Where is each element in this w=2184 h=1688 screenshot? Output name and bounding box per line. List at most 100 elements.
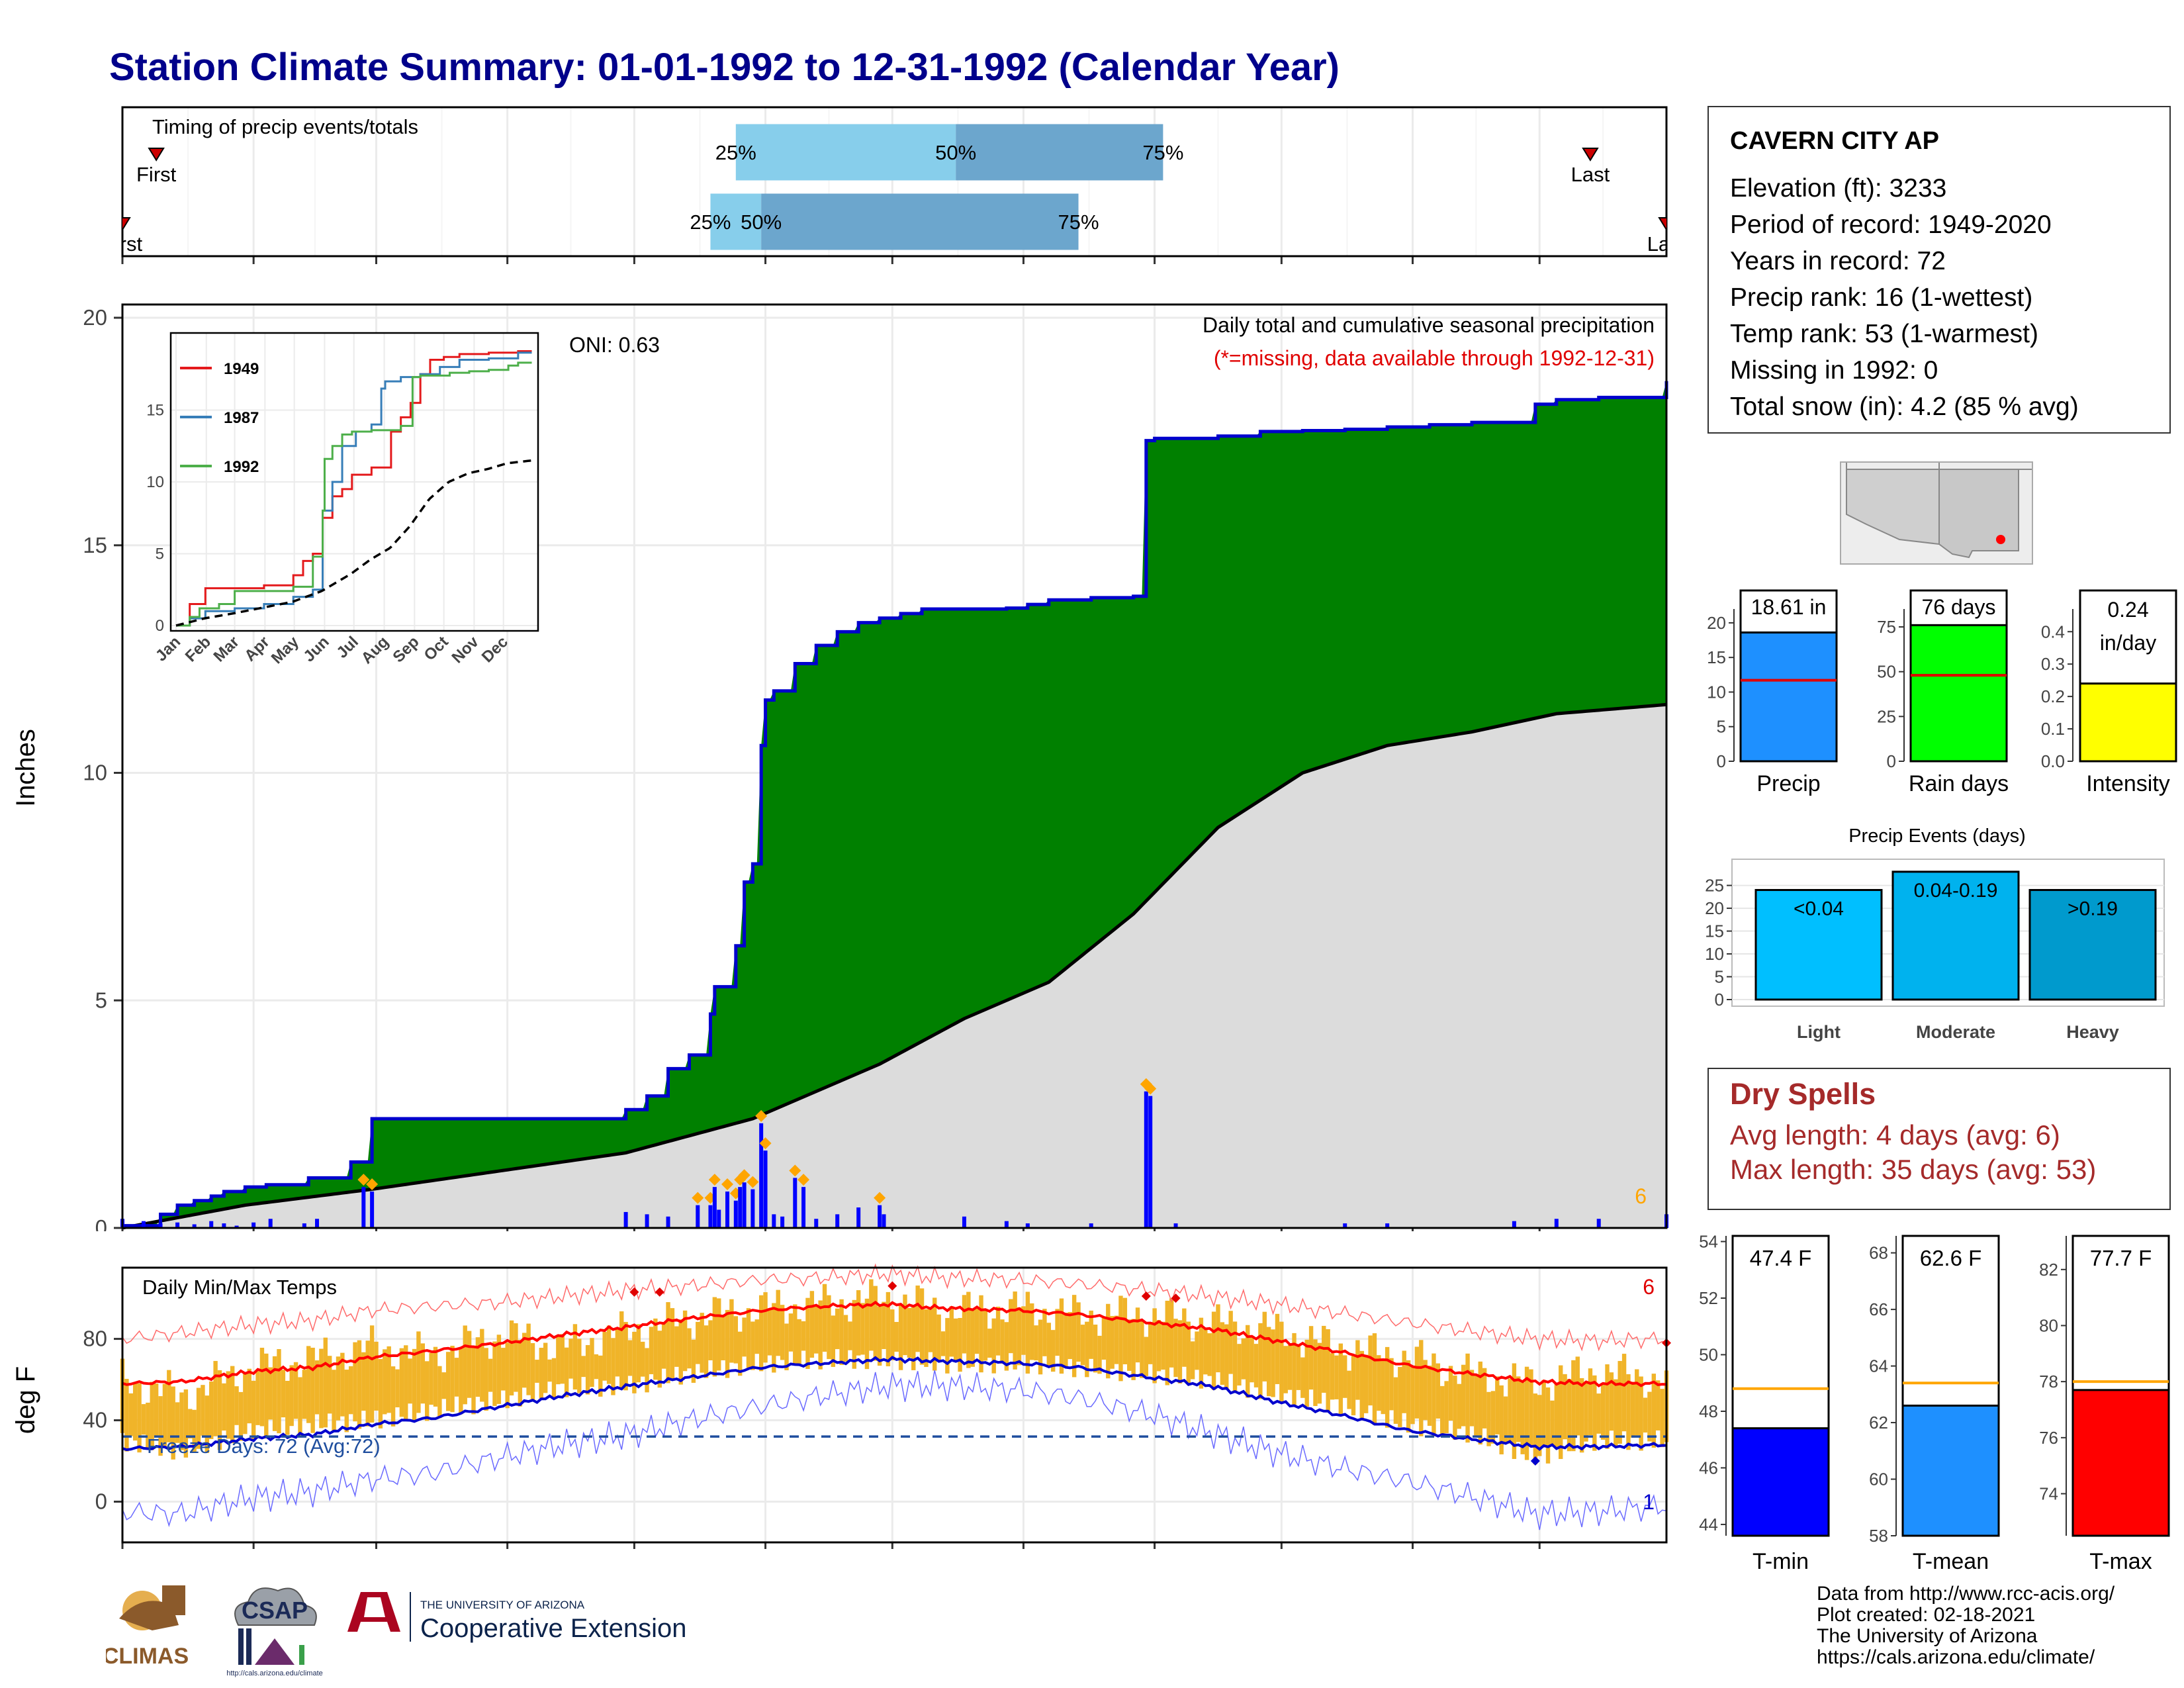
daily-temp-bar (1334, 1355, 1339, 1399)
summary-ytick-label: 20 (1707, 613, 1726, 633)
daily-temp-bar (873, 1286, 878, 1361)
daily-temp-bar (1169, 1298, 1174, 1368)
daily-precip-bar (733, 1200, 738, 1228)
daily-temp-bar (1110, 1316, 1115, 1369)
summary-value-label: 76 days (1921, 595, 1995, 619)
daily-temp-bar (945, 1318, 950, 1374)
climas-logo: CLIMAS (106, 1585, 189, 1669)
daily-temp-bar (1486, 1391, 1491, 1446)
precip-ytick-label: 15 (83, 533, 107, 557)
daily-temp-bar (1499, 1385, 1504, 1455)
tbar-ytick-label: 62 (1869, 1413, 1888, 1432)
daily-temp-bar (970, 1309, 975, 1367)
daily-temp-bar (632, 1331, 637, 1393)
daily-temp-bar (793, 1304, 797, 1366)
summary-ytick-label: 15 (1707, 647, 1726, 667)
daily-precip-bar (1554, 1219, 1559, 1228)
dry-spells-title: Dry Spells (1730, 1077, 1876, 1111)
precip-events-title: Precip Events (days) (1848, 825, 2026, 847)
daily-temp-bar (1567, 1379, 1572, 1452)
record-high-marker (629, 1287, 639, 1297)
daily-temp-bar (556, 1335, 561, 1385)
daily-precip-bar (793, 1178, 797, 1228)
daily-temp-bar (704, 1325, 709, 1378)
daily-temp-bar (687, 1328, 692, 1369)
freeze-days-label: Freeze Days: 72 (Avg:72) (147, 1434, 381, 1458)
daily-precip-bars (120, 1078, 1668, 1228)
csap-logo: CSAP http://cals.arizona.edu/climate (226, 1587, 323, 1677)
daily-temp-bar (797, 1319, 801, 1365)
daily-temp-bar (209, 1381, 214, 1439)
precip-extreme-marker (797, 1174, 810, 1186)
daily-temp-bar (323, 1337, 328, 1428)
daily-temp-bar (746, 1308, 751, 1368)
daily-temp-bar (1541, 1380, 1546, 1447)
timing-row-label: Avg (74, 141, 109, 164)
daily-temp-bar (1571, 1360, 1576, 1452)
temp-ytick-label: 80 (83, 1327, 107, 1351)
daily-temp-bar (226, 1371, 230, 1439)
precip-axes: 0 5 10 15 20 (83, 305, 1541, 1231)
daily-precip-bar (738, 1187, 743, 1228)
precip-extreme-marker (721, 1178, 734, 1190)
daily-temp-bar (1495, 1376, 1500, 1434)
daily-temp-bar (459, 1348, 463, 1415)
daily-temp-bar (856, 1290, 861, 1356)
temp-summary-bars: 44 46 48 50 52 54 47.4 F T-min 58 60 62 64 66 68 62.6 … (1699, 1232, 2170, 1574)
daily-temp-bar (776, 1289, 780, 1356)
daily-temp-bar (758, 1295, 764, 1372)
tbar-label: T-max (2089, 1549, 2152, 1574)
daily-temp-bar (1068, 1312, 1072, 1360)
daily-temp-bar (408, 1358, 412, 1404)
daily-temp-bar (302, 1370, 307, 1419)
avg-cumulative-line (122, 702, 1667, 1230)
normal-min-line (122, 1356, 1667, 1452)
summary-ytick-label: 10 (1707, 682, 1726, 702)
tbar-value-label: 47.4 F (1750, 1246, 1812, 1270)
daily-precip-bar (717, 1209, 721, 1228)
daily-temp-bar (623, 1322, 628, 1391)
first-event-label: First (103, 232, 143, 256)
daily-temp-bar (369, 1325, 375, 1423)
inset-line-1987 (176, 352, 532, 627)
tbar-value-label: 77.7 F (2090, 1246, 2152, 1270)
daily-temp-bar (340, 1352, 345, 1417)
precip-note-missing: (*=missing, data available through 1992-… (1214, 346, 1655, 370)
daily-temp-bar (1283, 1346, 1288, 1393)
daily-precip-bar (772, 1214, 776, 1228)
precip-note-title: Daily total and cumulative seasonal prec… (1203, 313, 1655, 337)
daily-temp-bar (979, 1295, 983, 1373)
daily-temp-bar (1089, 1310, 1093, 1359)
daily-temp-bar (1216, 1304, 1220, 1373)
daily-temp-bar (1643, 1397, 1648, 1433)
daily-temp-bar (1050, 1330, 1056, 1372)
daily-temp-bar (1199, 1317, 1204, 1389)
inset-month-label: Jan (152, 633, 184, 665)
daily-temp-bar (1059, 1298, 1064, 1374)
summary-ytick-label: 0.1 (2041, 719, 2065, 739)
daily-temp-bar (1343, 1355, 1347, 1398)
inset-month-label: Jun (300, 633, 332, 665)
daily-temp-bar (1524, 1366, 1529, 1460)
daily-temp-bar (348, 1366, 353, 1415)
daily-temp-bar (543, 1342, 548, 1393)
daily-temp-bar (395, 1369, 400, 1408)
daily-temp-bar (1639, 1376, 1643, 1451)
daily-temp-bar (1308, 1326, 1314, 1390)
daily-temp-bar (1389, 1358, 1394, 1411)
record-high-marker (1171, 1293, 1181, 1303)
daily-temp-bar (1398, 1367, 1402, 1427)
daily-temp-bar (213, 1360, 218, 1436)
daily-temp-bar (1038, 1319, 1043, 1375)
daily-temp-bar (137, 1383, 142, 1453)
daily-temp-bar (670, 1308, 675, 1380)
daily-temp-bar (1313, 1339, 1318, 1407)
daily-precip-bar (1173, 1223, 1178, 1228)
precip-frame (121, 303, 1668, 1229)
station-row: Elevation (ft): 3233 (1730, 174, 1947, 203)
daily-temp-bar (590, 1338, 594, 1387)
daily-temp-bar (827, 1295, 831, 1360)
daily-temp-bar (399, 1348, 404, 1417)
daily-temp-bar (1156, 1320, 1161, 1372)
